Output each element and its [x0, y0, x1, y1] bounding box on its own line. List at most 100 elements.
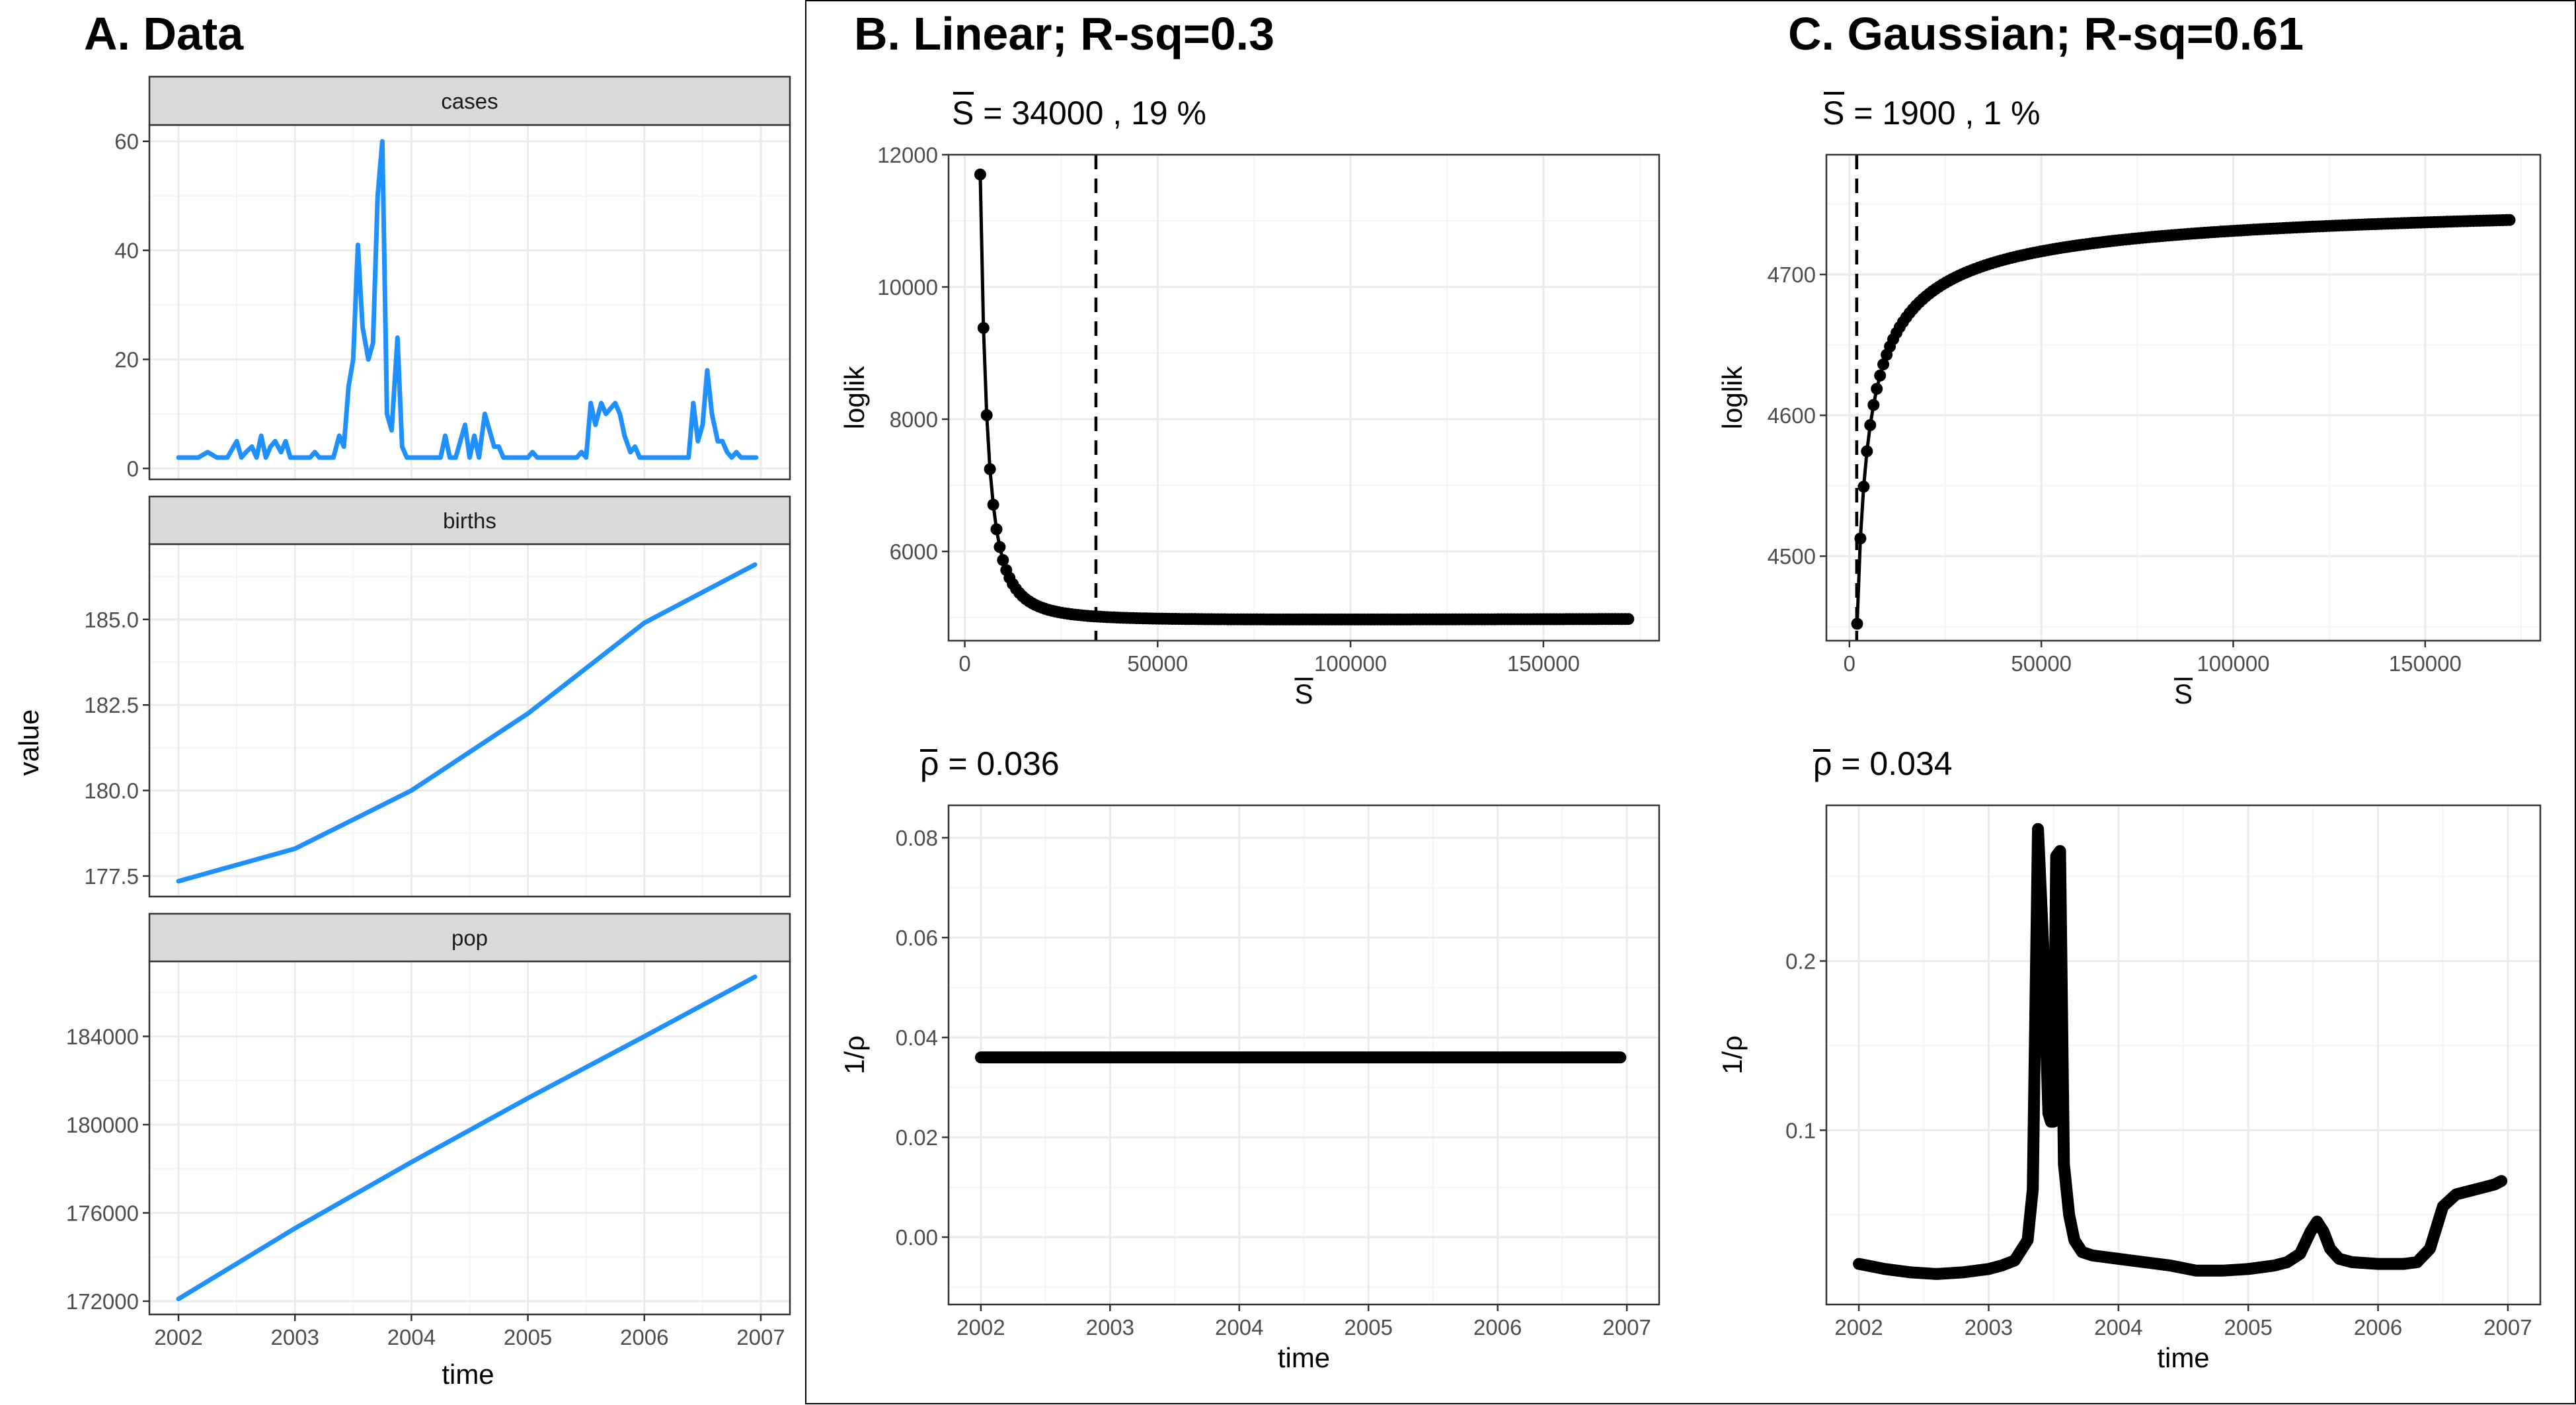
b_loglik-x-tick-label: 0 [958, 651, 970, 676]
b_loglik-point [980, 409, 993, 421]
a-x-axis-label: time [442, 1359, 494, 1390]
svg-text:S = 34000 , 19 %: S = 34000 , 19 % [952, 95, 1206, 132]
a_births-y-tick-label: 182.5 [84, 693, 139, 717]
a_cases-y-tick-label: 0 [127, 457, 139, 481]
svg-text:ρ = 0.034: ρ = 0.034 [1813, 745, 1953, 782]
b_rho-y-axis-label: 1/ρ [839, 1035, 870, 1074]
c_rho-x-tick-label: 2005 [2224, 1315, 2272, 1340]
a_pop-series-line [176, 974, 758, 1302]
bc-boundary-box [805, 0, 2576, 1404]
b_loglik-point [984, 463, 996, 475]
c_rho-x-tick-label: 2006 [2354, 1315, 2402, 1340]
a_cases-strip [148, 75, 791, 126]
svg-text:S = 1900 , 1 %: S = 1900 , 1 % [1822, 95, 2040, 132]
c_rho-x-tick-label: 2002 [1834, 1315, 1883, 1340]
c_loglik-point [1861, 445, 1873, 458]
b_loglik-y-axis-label: loglik [839, 366, 870, 430]
c-top-subtitle: S = 1900 , 1 % [1822, 92, 2040, 132]
panel-c-title: C. Gaussian; R-sq=0.61 [1788, 8, 2304, 60]
b_rho-y-tick-label: 0.02 [896, 1125, 938, 1150]
b_loglik-x-axis-label: S [1294, 678, 1313, 709]
a-y-axis-label: value [13, 709, 44, 776]
c_rho-y-tick-label: 0.1 [1785, 1118, 1816, 1143]
c-top-subtitle-text: = 1900 , 1 % [1844, 95, 2040, 132]
b-top-subtitle-text: = 34000 , 19 % [974, 95, 1206, 132]
svg-text:ρ = 0.036: ρ = 0.036 [920, 745, 1060, 782]
a_cases-y-tick-label: 40 [114, 239, 139, 263]
b-bottom-subtitle: ρ = 0.036 [920, 745, 1060, 782]
a_pop-x-tick-label: 2005 [504, 1325, 552, 1349]
c_rho-x-tick-label: 2003 [1965, 1315, 2013, 1340]
a_pop-y-tick-label: 176000 [66, 1201, 139, 1225]
b_loglik-x-tick-label: 100000 [1314, 651, 1387, 676]
a_pop-y-tick-label: 180000 [66, 1113, 139, 1137]
b-top-subtitle: S = 34000 , 19 % [952, 92, 1206, 132]
a_pop-x-tick-label: 2006 [620, 1325, 668, 1349]
b_rho-x-axis-label: time [1278, 1342, 1330, 1373]
c_loglik-point [1874, 370, 1887, 381]
a_pop-x-tick-label: 2004 [387, 1325, 436, 1349]
c_loglik-y-tick-label: 4700 [1768, 262, 1816, 287]
c_loglik-point [1871, 383, 1883, 395]
b_loglik-point [974, 168, 986, 181]
a_cases-y-tick-label: 20 [114, 348, 139, 372]
b_loglik-point [990, 523, 1003, 536]
a_births-strip [148, 495, 791, 545]
c-rho-plot: 0.1 0.2 2002 2003 2004 2005 2006 2007 1/ρ time [1717, 804, 2542, 1373]
a_births-series-line [176, 562, 758, 884]
c-loglik-plot: 4500 4600 4700 0 50000 100000 150000 loglik S [1717, 153, 2542, 709]
a_births-strip-label: births [443, 508, 496, 533]
c_loglik-x-tick-label: 100000 [2197, 651, 2269, 676]
b_loglik-y-tick-label: 6000 [890, 540, 938, 564]
b-loglik-plot: 6000 8000 10000 12000 0 50000 100000 150000 logl… [839, 143, 1660, 709]
a_pop-strip-label: pop [451, 926, 488, 950]
b_rho-y-tick-label: 0.08 [896, 826, 938, 850]
c-bottom-subtitle: ρ = 0.034 [1813, 745, 1953, 782]
c_loglik-point [1877, 358, 1890, 371]
b_rho-x-tick-label: 2004 [1215, 1315, 1263, 1340]
c_loglik-x-axis-label: S [2174, 678, 2193, 709]
b_loglik-point [987, 499, 999, 511]
b_rho-x-tick-label: 2003 [1086, 1315, 1134, 1340]
c_loglik-y-axis-label: loglik [1717, 366, 1748, 430]
a_pop-x-tick-label: 2003 [271, 1325, 319, 1349]
a_pop-x-tick-label: 2007 [736, 1325, 785, 1349]
b_rho-x-tick-label: 2002 [956, 1315, 1005, 1340]
b_rho-y-tick-label: 0.04 [896, 1025, 938, 1050]
b_loglik-y-tick-label: 10000 [877, 275, 938, 300]
c_loglik-point [1867, 399, 1880, 411]
panel-a-title: A. Data [84, 8, 244, 60]
b-top-subtitle-symbol: S [952, 95, 974, 132]
b-bottom-subtitle-text: = 0.036 [939, 745, 1059, 782]
b_loglik-point [994, 541, 1006, 553]
c_rho-x-tick-label: 2004 [2094, 1315, 2142, 1340]
c_loglik-point [1864, 419, 1877, 431]
c_loglik-point [2503, 214, 2516, 226]
c-top-subtitle-symbol: S [1822, 95, 1844, 132]
a_pop-strip [148, 912, 791, 963]
c_rho-x-axis-label: time [2157, 1342, 2209, 1373]
a_pop-y-tick-label: 172000 [66, 1289, 139, 1314]
c_loglik-point [1857, 481, 1870, 493]
b_loglik-y-tick-label: 12000 [877, 143, 938, 167]
b_rho-y-tick-label: 0.06 [896, 926, 938, 950]
c_rho-series-line [1853, 823, 2508, 1280]
b_loglik-y-tick-label: 8000 [890, 407, 938, 432]
c_rho-x-tick-label: 2007 [2483, 1315, 2532, 1340]
a_cases-y-tick-label: 60 [114, 130, 139, 154]
b_rho-x-tick-label: 2005 [1345, 1315, 1393, 1340]
b_loglik-x-tick-label: 50000 [1127, 651, 1188, 676]
c_loglik-y-tick-label: 4500 [1768, 544, 1816, 569]
b_rho-x-tick-label: 2007 [1602, 1315, 1651, 1340]
b_rho-y-tick-label: 0.00 [896, 1225, 938, 1250]
c_rho-y-tick-label: 0.2 [1785, 949, 1816, 973]
b_rho-panel-border [947, 804, 1660, 1306]
facet-pop: 172000 176000 180000 184000 2002 2003 2004 2005… [66, 912, 791, 1349]
a_births-y-tick-label: 185.0 [84, 608, 139, 632]
c-bottom-subtitle-text: = 0.034 [1832, 745, 1952, 782]
b_loglik-panel-border [947, 153, 1660, 642]
a_pop-x-tick-label: 2002 [154, 1325, 202, 1349]
c_loglik-x-tick-label: 50000 [2011, 651, 2072, 676]
a_cases-series-line [176, 139, 759, 460]
a_births-y-tick-label: 177.5 [84, 864, 139, 889]
